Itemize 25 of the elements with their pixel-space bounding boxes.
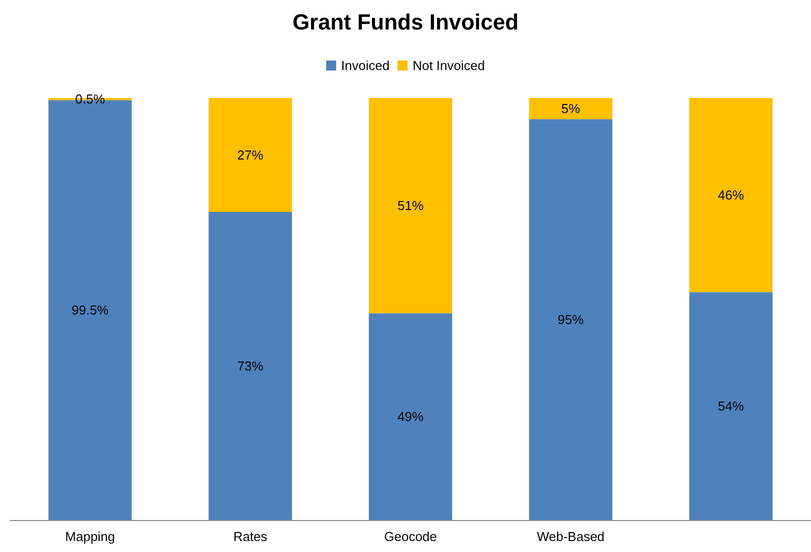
x-tick-label: Web-Based [536, 529, 605, 544]
data-label: 5% [561, 101, 581, 116]
x-tick-label: Rates [233, 529, 268, 544]
bar [368, 98, 452, 314]
data-label: 54% [718, 398, 744, 414]
bar [208, 212, 292, 520]
bar [208, 98, 292, 212]
data-label: 95% [558, 312, 584, 328]
x-tick-label: Geocode [384, 529, 437, 544]
data-label: 46% [718, 188, 744, 203]
data-label: 49% [397, 409, 424, 424]
bar [689, 292, 773, 520]
data-label: 99.5% [72, 302, 109, 318]
bar [529, 98, 612, 120]
data-label: 0.5% [75, 92, 106, 107]
data-label: 27% [237, 147, 264, 162]
data-label: 73% [237, 358, 264, 374]
legend-label: Invoiced [341, 58, 390, 73]
x-tick-label: Mapping [65, 529, 116, 544]
bar [529, 119, 612, 520]
bar [368, 313, 452, 520]
bar [689, 98, 773, 292]
data-label: 51% [397, 198, 424, 214]
chart-title: Grant Funds Invoiced [292, 10, 519, 34]
legend-label: Not Invoiced [412, 58, 485, 73]
